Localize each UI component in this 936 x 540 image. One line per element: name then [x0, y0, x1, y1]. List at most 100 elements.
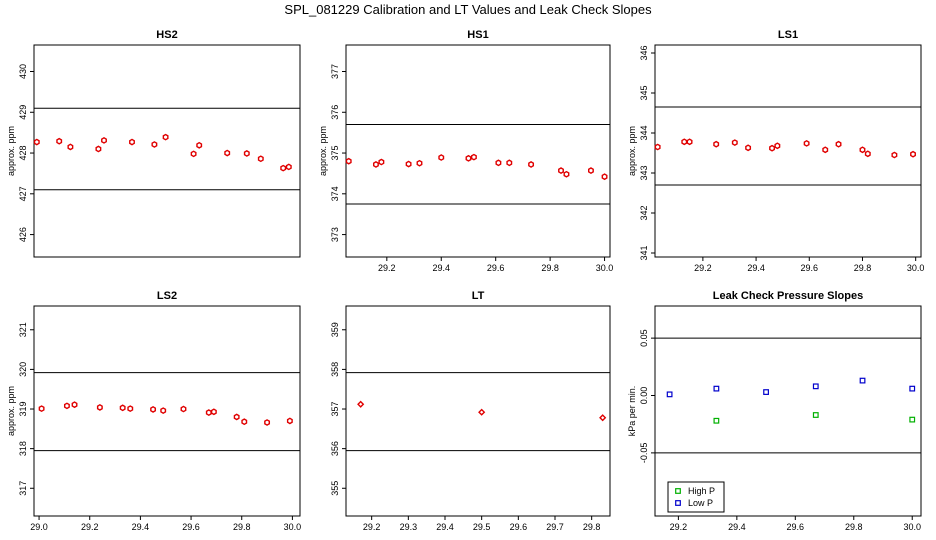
ls1-point-cal — [864, 150, 871, 158]
panels: HS2 426 427 428 429 430 approx. ppm HS1 373 374 37… — [6, 29, 924, 532]
ls1-ylabel: approx. ppm — [627, 126, 637, 176]
hs1-point-cal — [416, 159, 423, 167]
leak-point-low-p — [812, 383, 819, 390]
hs1-point-cal — [372, 161, 379, 168]
ls2-point-cal — [205, 409, 212, 416]
leak-legend-key — [675, 500, 681, 506]
lt-xtick-label: 29.7 — [546, 522, 564, 532]
hs1-xtick-label: 30.0 — [596, 263, 614, 273]
ls1-ytick-label: 342 — [639, 205, 649, 220]
leak-point-low-p — [859, 377, 866, 384]
leak-point-low-p — [909, 385, 916, 392]
lt-point-cal — [478, 408, 486, 416]
ls1-ytick-label: 341 — [639, 245, 649, 260]
ls1-ytick-label: 343 — [639, 165, 649, 180]
ls1-ytick-label: 345 — [639, 85, 649, 100]
ls2-title: LS2 — [157, 290, 177, 302]
ls1-point-cal — [910, 150, 916, 158]
ls1-point-cal — [822, 146, 829, 154]
ls1-point-cal — [686, 138, 693, 146]
hs2-ytick-label: 430 — [18, 64, 28, 79]
leak-legend-label: Low P — [688, 498, 713, 508]
hs2-point-cal — [224, 149, 231, 157]
hs1-point-cal — [528, 161, 535, 168]
ls1-ytick-label: 344 — [639, 125, 649, 140]
hs1-point-cal — [470, 153, 477, 161]
hs1-point-cal — [378, 158, 385, 166]
ls1-point-cal — [891, 151, 898, 159]
ls2-point-cal — [160, 407, 167, 415]
lt-ytick-label: 355 — [330, 481, 340, 496]
panel-hs1: HS1 373 374 375 376 377 29.2 29.4 29.6 29.8 30.0 ap… — [318, 29, 613, 273]
hs1-ytick-label: 375 — [330, 146, 340, 161]
hs1-ytick-label: 374 — [330, 186, 340, 201]
lt-ytick-label: 358 — [330, 362, 340, 377]
ls1-xtick-label: 29.6 — [801, 263, 819, 273]
lt-xtick-label: 29.6 — [510, 522, 528, 532]
ls1-point-cal — [859, 146, 866, 154]
ls1-point-cal — [835, 140, 842, 148]
hs2-point-cal — [33, 138, 40, 146]
hs2-point-cal — [243, 150, 250, 157]
lt-frame — [345, 305, 611, 517]
ls2-xtick-label: 29.8 — [233, 522, 251, 532]
ls1-point-cal — [745, 144, 752, 152]
ls1-title: LS1 — [778, 29, 798, 41]
hs1-point-cal — [558, 167, 564, 174]
leak-legend-label: High P — [688, 486, 715, 496]
ls1-point-cal — [731, 139, 738, 147]
hs2-ytick-label: 429 — [18, 105, 28, 120]
page-title: SPL_081229 Calibration and LT Values and… — [284, 2, 652, 17]
lt-ytick-label: 359 — [330, 322, 340, 337]
ls2-point-cal — [127, 405, 134, 413]
ls2-ytick-label: 321 — [18, 322, 28, 337]
ls1-ytick-label: 346 — [639, 45, 649, 60]
lt-xtick-label: 29.4 — [436, 522, 454, 532]
leak-ytick-label: 0.00 — [639, 387, 649, 405]
hs2-point-cal — [190, 150, 197, 158]
panel-lt: LT 355 356 357 358 359 29.2 29.3 29.4 29.5 29.6 29.… — [330, 290, 611, 532]
ls1-point-cal — [681, 138, 688, 146]
ls2-xtick-label: 29.6 — [182, 522, 200, 532]
ls1-point-cal — [803, 139, 810, 147]
hs1-point-cal — [601, 173, 608, 181]
leak-xtick-label: 29.2 — [670, 522, 688, 532]
hs1-point-cal — [405, 160, 412, 168]
hs2-point-cal — [56, 137, 63, 145]
panel-leak: Leak Check Pressure Slopes -0.05 0.00 0.05 2… — [627, 290, 922, 532]
hs2-ytick-label: 427 — [18, 186, 28, 201]
ls1-xtick-label: 29.2 — [694, 263, 712, 273]
hs2-ytick-label: 426 — [18, 227, 28, 242]
ls2-point-cal — [96, 404, 103, 411]
hs2-ytick-label: 428 — [18, 146, 28, 161]
ls2-point-cal — [210, 408, 217, 416]
lt-point-cal — [599, 414, 607, 422]
leak-point-low-p — [713, 385, 720, 392]
lt-ytick-label: 357 — [330, 402, 340, 417]
ls1-point-cal — [713, 140, 720, 148]
lt-xtick-label: 29.5 — [473, 522, 491, 532]
leak-xtick-label: 29.6 — [787, 522, 805, 532]
hs1-point-cal — [465, 154, 472, 162]
hs2-point-cal — [151, 141, 158, 148]
hs2-point-cal — [129, 138, 135, 146]
ls2-xtick-label: 29.0 — [30, 522, 48, 532]
lt-point-cal — [357, 400, 365, 408]
hs1-ytick-label: 377 — [330, 64, 340, 79]
hs1-xtick-label: 29.6 — [487, 263, 505, 273]
ls2-ytick-label: 320 — [18, 362, 28, 377]
hs1-point-cal — [506, 159, 513, 167]
hs1-xtick-label: 29.4 — [432, 263, 450, 273]
ls2-frame — [33, 305, 301, 517]
ls2-xtick-label: 29.4 — [132, 522, 150, 532]
hs1-point-cal — [563, 170, 570, 178]
ls2-point-cal — [150, 406, 157, 413]
leak-ytick-label: 0.05 — [639, 329, 649, 347]
ls2-ytick-label: 317 — [18, 481, 28, 496]
ls2-point-cal — [233, 413, 240, 421]
ls2-point-cal — [119, 404, 126, 412]
ls1-frame — [654, 44, 922, 258]
hs1-point-cal — [495, 159, 502, 167]
leak-xtick-label: 29.8 — [845, 522, 863, 532]
ls1-point-cal — [774, 142, 781, 150]
